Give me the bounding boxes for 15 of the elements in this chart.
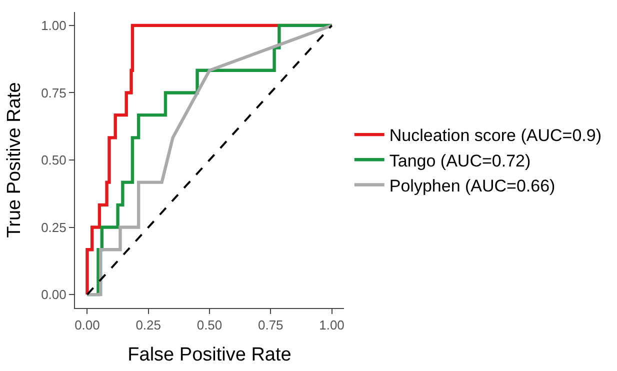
- y-tick-label: 0.75: [41, 85, 66, 100]
- y-tick-label: 0.00: [41, 287, 66, 302]
- x-tick-label: 0.75: [258, 318, 284, 333]
- x-tick-label: 1.00: [319, 318, 344, 333]
- legend-label: Nucleation score (AUC=0.9): [389, 126, 602, 146]
- legend-label: Polyphen (AUC=0.66): [389, 176, 556, 196]
- y-tick-label: 0.25: [41, 220, 66, 235]
- y-tick-label: 0.50: [41, 152, 66, 168]
- x-tick-label: 0.00: [74, 318, 100, 333]
- x-tick-label: 0.50: [196, 318, 222, 333]
- legend-label: Tango (AUC=0.72): [389, 151, 531, 170]
- x-axis-title: False Positive Rate: [128, 344, 292, 366]
- y-axis-title: True Positive Rate: [4, 82, 25, 238]
- x-tick-label: 0.25: [136, 318, 162, 333]
- y-tick-label: 1.00: [41, 18, 66, 33]
